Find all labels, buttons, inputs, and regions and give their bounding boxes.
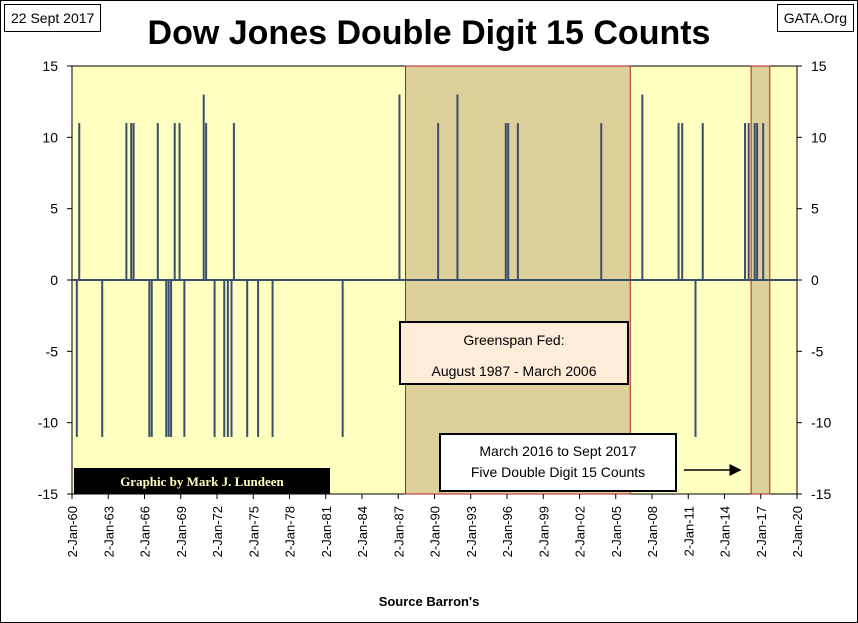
bar-35 <box>681 123 684 280</box>
xtick-label-20: 2-Jan-20 <box>790 506 805 557</box>
bar-32 <box>600 123 603 280</box>
bar-series <box>75 94 765 437</box>
bar-11 <box>170 280 173 437</box>
xtick-label-0: 2-Jan-60 <box>65 506 80 557</box>
bar-16 <box>205 123 208 280</box>
ytick-label-right-6: -15 <box>811 486 831 502</box>
bar-27 <box>437 123 440 280</box>
bar-30 <box>507 123 510 280</box>
xtick-label-5: 2-Jan-75 <box>246 506 261 557</box>
y-axis: 15 15 10 10 5 5 0 0 -5 -5 -10 -10 -15 -15 <box>38 58 832 502</box>
ytick-label-right-3: 0 <box>811 272 819 288</box>
credit-banner: Graphic by Mark J. Lundeen <box>74 468 330 494</box>
chart-title: Dow Jones Double Digit 15 Counts <box>147 14 711 52</box>
xtick-label-17: 2-Jan-11 <box>681 506 696 556</box>
ytick-label-right-2: 5 <box>811 201 819 217</box>
bar-31 <box>516 123 519 280</box>
bar-6 <box>148 280 151 437</box>
bar-24 <box>271 280 274 437</box>
xtick-label-9: 2-Jan-87 <box>391 506 406 557</box>
ytick-label-right-4: -5 <box>811 343 824 359</box>
bar-14 <box>183 280 186 437</box>
bar-19 <box>226 280 229 437</box>
ytick-label-right-1: 10 <box>811 129 827 145</box>
bar-23 <box>257 280 260 437</box>
xtick-label-12: 2-Jan-96 <box>500 506 515 557</box>
x-axis-title: Source Barron's <box>378 594 480 609</box>
bar-4 <box>130 123 133 280</box>
bar-38 <box>744 123 747 280</box>
bar-28 <box>456 94 459 281</box>
xtick-label-10: 2-Jan-90 <box>428 506 443 557</box>
xtick-label-14: 2-Jan-02 <box>573 506 588 557</box>
bar-13 <box>178 123 181 280</box>
ytick-label-right-0: 15 <box>811 58 827 74</box>
ytick-label-left-6: -15 <box>38 486 58 502</box>
bar-20 <box>230 280 233 437</box>
bar-34 <box>677 123 680 280</box>
bar-5 <box>132 123 135 280</box>
bar-25 <box>341 280 344 437</box>
xtick-label-8: 2-Jan-84 <box>355 506 370 557</box>
greenspan-annotation: Greenspan Fed: August 1987 - March 2006 <box>399 321 629 385</box>
bar-1 <box>78 123 81 280</box>
bar-33 <box>641 94 644 281</box>
bar-0 <box>75 280 78 437</box>
xtick-label-15: 2-Jan-05 <box>609 506 624 557</box>
bar-3 <box>125 123 128 280</box>
xtick-label-3: 2-Jan-69 <box>174 506 189 557</box>
xtick-label-4: 2-Jan-72 <box>210 506 225 557</box>
greenspan-box <box>399 321 629 385</box>
recent-line-2: Five Double Digit 15 Counts <box>471 464 645 480</box>
ytick-label-left-4: -5 <box>46 343 59 359</box>
ytick-label-left-3: 0 <box>50 272 58 288</box>
xtick-label-13: 2-Jan-99 <box>536 506 551 557</box>
xtick-label-11: 2-Jan-93 <box>464 506 479 557</box>
bar-12 <box>173 123 176 280</box>
bar-17 <box>213 280 216 437</box>
xtick-label-7: 2-Jan-81 <box>319 506 334 557</box>
bar-37 <box>701 123 704 280</box>
ytick-label-left-5: -10 <box>38 415 58 431</box>
xtick-label-6: 2-Jan-78 <box>283 506 298 557</box>
recent-box <box>439 433 677 492</box>
credit-text: Graphic by Mark J. Lundeen <box>120 474 284 489</box>
bar-41 <box>756 123 759 280</box>
bar-36 <box>694 280 697 437</box>
site-label: GATA.Org <box>776 4 854 32</box>
bar-10 <box>167 280 170 437</box>
bar-26 <box>398 94 401 281</box>
bar-15 <box>202 94 205 281</box>
x-axis: 2-Jan-60 2-Jan-63 2-Jan-66 2-Jan-69 2-Jan-72… <box>65 494 805 557</box>
greenspan-line-1: Greenspan Fed: <box>463 332 564 348</box>
recent-annotation: March 2016 to Sept 2017 Five Double Digi… <box>439 433 742 492</box>
ytick-label-right-5: -10 <box>811 415 831 431</box>
bar-40 <box>753 123 756 280</box>
bar-22 <box>246 280 249 437</box>
xtick-label-16: 2-Jan-08 <box>645 506 660 557</box>
xtick-label-18: 2-Jan-14 <box>718 506 733 557</box>
date-label: 22 Sept 2017 <box>4 4 102 32</box>
bar-42 <box>762 123 765 280</box>
ytick-label-left-0: 15 <box>42 58 58 74</box>
bar-39 <box>747 123 750 280</box>
ytick-label-left-1: 10 <box>42 129 58 145</box>
bar-18 <box>223 280 226 437</box>
bar-9 <box>165 280 168 437</box>
xtick-label-2: 2-Jan-66 <box>138 506 153 557</box>
bar-7 <box>150 280 153 437</box>
xtick-label-19: 2-Jan-17 <box>754 506 769 557</box>
bar-8 <box>156 123 159 280</box>
bar-2 <box>101 280 104 437</box>
greenspan-line-2: August 1987 - March 2006 <box>432 363 597 379</box>
recent-line-1: March 2016 to Sept 2017 <box>479 443 636 459</box>
credit-box <box>74 468 330 494</box>
bar-21 <box>232 123 235 280</box>
ytick-label-left-2: 5 <box>50 201 58 217</box>
bar-29 <box>504 123 507 280</box>
xtick-label-1: 2-Jan-63 <box>101 506 116 557</box>
